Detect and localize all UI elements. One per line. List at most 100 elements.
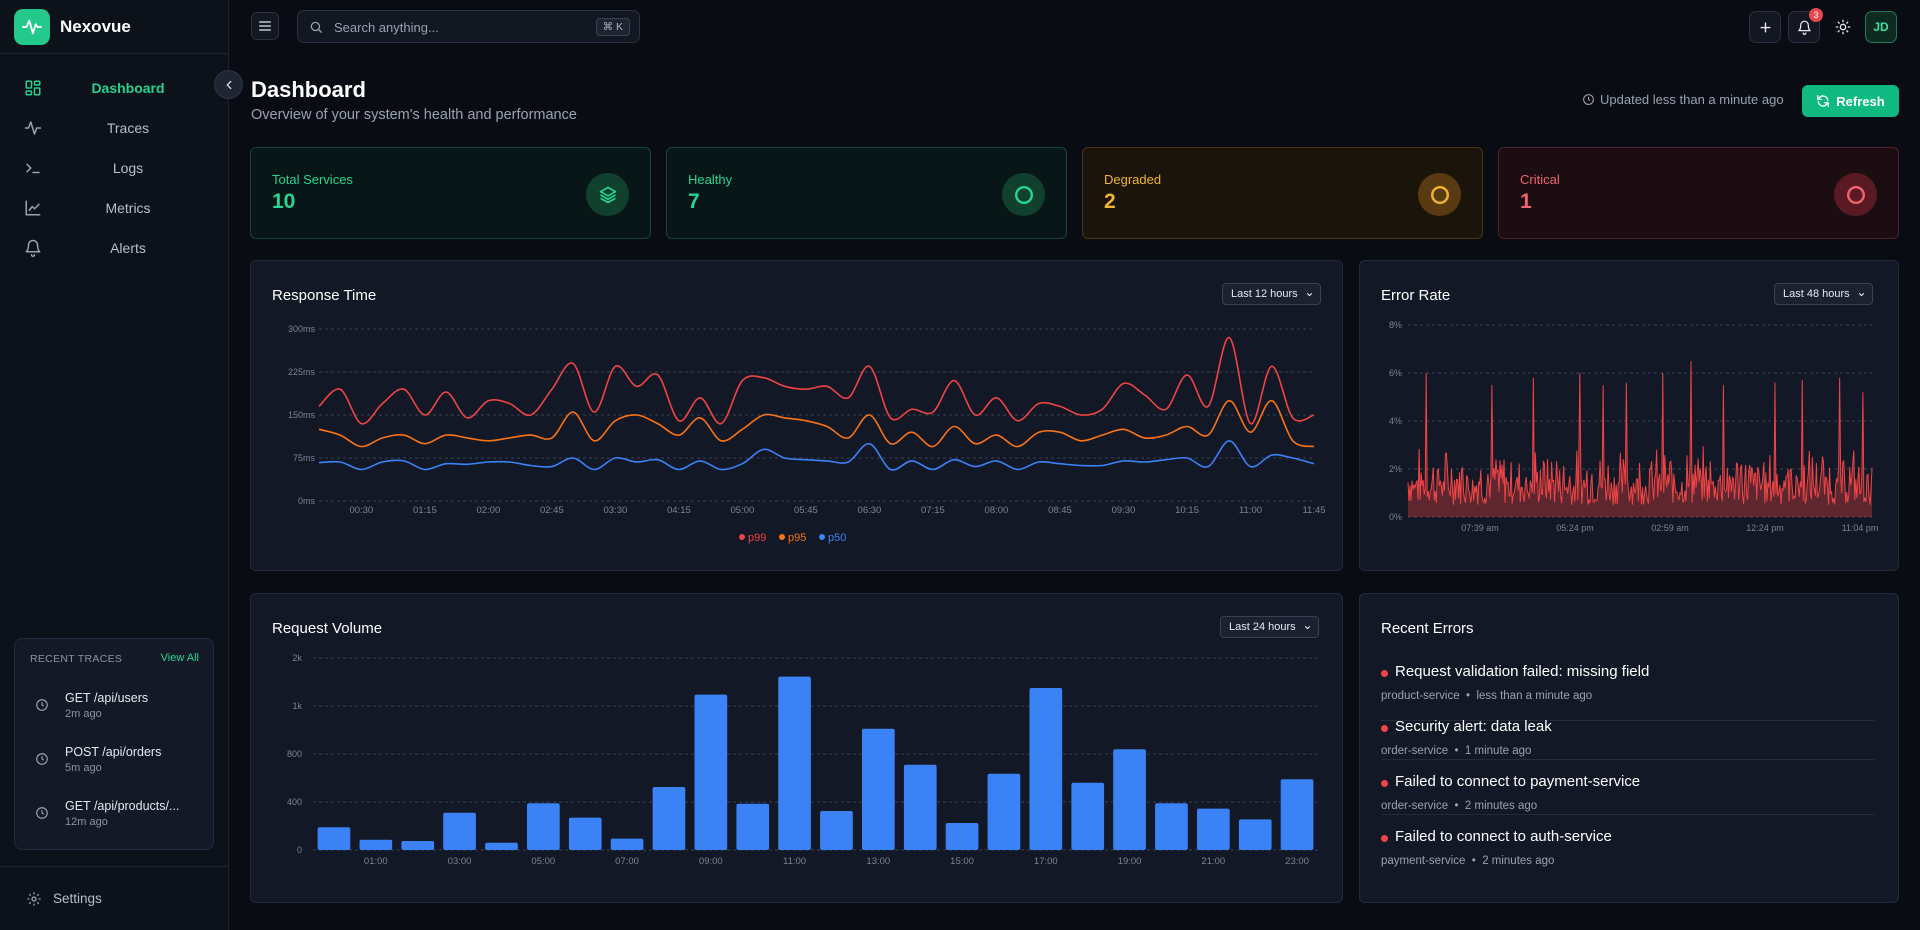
response-time-chart[interactable]: 0ms 75ms 150ms 225ms 300ms 00:30 01:15 02:00 02:… — [251, 261, 1344, 572]
bar — [1029, 688, 1063, 850]
error-list-item[interactable]: Security alert: data leak order-service … — [1381, 715, 1875, 770]
error-rate-chart[interactable]: 0% 2% 4% 6% 8% 07:39 am 05:24 pm 02:59 am 12:24 … — [1360, 261, 1900, 572]
x-tick-label: 09:00 — [699, 856, 723, 867]
y-tick-label: 225ms — [288, 367, 316, 377]
add-button[interactable] — [1749, 11, 1781, 43]
error-meta: order-service • 1 minute ago — [1381, 745, 1532, 757]
error-title: Failed to connect to payment-service — [1395, 773, 1641, 790]
legend-marker — [819, 534, 825, 540]
bar — [527, 803, 560, 850]
trace-time: 2m ago — [65, 708, 102, 720]
sidebar-item-traces[interactable]: Traces — [0, 108, 229, 148]
refresh-button[interactable]: Refresh — [1802, 85, 1899, 117]
stat-card-critical[interactable]: Critical 1 — [1498, 147, 1899, 239]
bar — [945, 823, 979, 850]
search-shortcut: ⌘ K — [595, 18, 630, 36]
avatar[interactable]: JD — [1865, 11, 1897, 43]
x-tick-label: 05:00 — [531, 856, 555, 867]
x-tick-label: 05:00 — [731, 505, 755, 516]
bar — [1155, 803, 1188, 850]
x-tick-label: 03:30 — [603, 505, 627, 516]
sidebar-nav: Dashboard Traces Logs Metrics Alerts — [0, 68, 229, 268]
x-tick-label: 07:00 — [615, 856, 639, 867]
request-volume-chart[interactable]: 0 400 800 1k 2k 01:00 03:00 05:00 07:00 09:00 11:0… — [251, 594, 1344, 904]
stat-card-total-services[interactable]: Total Services 10 — [250, 147, 651, 239]
bar — [652, 787, 686, 850]
x-tick-label: 05:45 — [794, 505, 818, 516]
recent-trace-item[interactable]: GET /api/users 2m ago — [23, 687, 207, 731]
response-time-range-select[interactable]: Last 12 hours — [1222, 283, 1321, 305]
bar — [1238, 819, 1272, 850]
sidebar-item-dashboard[interactable]: Dashboard — [0, 68, 229, 108]
error-rate-range-select[interactable]: Last 48 hours — [1774, 283, 1873, 305]
x-tick-label: 02:59 am — [1651, 523, 1689, 533]
x-tick-label: 13:00 — [866, 856, 890, 867]
range-label: Last 24 hours — [1229, 621, 1296, 633]
stat-label: Healthy — [688, 172, 733, 187]
stat-card-healthy[interactable]: Healthy 7 — [666, 147, 1067, 239]
last-updated: Updated less than a minute ago — [1582, 92, 1784, 107]
bar — [485, 842, 518, 850]
chevron-left-icon — [225, 80, 231, 89]
legend-marker — [779, 534, 785, 540]
y-tick-label: 4% — [1389, 416, 1402, 426]
trace-time: 12m ago — [65, 816, 108, 828]
request-volume-panel: Request Volume Last 24 hours 0 400 800 1k 2k… — [250, 593, 1343, 903]
bar — [610, 838, 644, 850]
x-tick-label: 09:30 — [1112, 505, 1136, 516]
bar — [694, 694, 728, 850]
bar — [359, 839, 393, 850]
x-tick-label: 21:00 — [1201, 856, 1225, 867]
request-volume-range-select[interactable]: Last 24 hours — [1220, 616, 1319, 638]
x-tick-label: 02:00 — [476, 505, 500, 516]
error-list-item[interactable]: Failed to connect to auth-service paymen… — [1381, 825, 1875, 880]
sidebar-item-alerts[interactable]: Alerts — [0, 228, 229, 268]
brand[interactable]: Nexovue — [0, 0, 229, 54]
x-tick-label: 05:24 pm — [1556, 523, 1594, 533]
recent-trace-item[interactable]: POST /api/orders 5m ago — [23, 741, 207, 785]
error-rate-line — [1407, 360, 1873, 506]
sidebar-item-label: Alerts — [110, 240, 146, 256]
x-tick-label: 07:15 — [921, 505, 945, 516]
error-service: product-service — [1381, 690, 1460, 702]
theme-toggle-button[interactable] — [1827, 11, 1859, 43]
stat-value: 2 — [1104, 190, 1116, 213]
activity-icon — [24, 121, 42, 135]
error-meta: payment-service • 2 minutes ago — [1381, 855, 1555, 867]
recent-trace-item[interactable]: GET /api/products/... 12m ago — [23, 795, 207, 839]
settings-link[interactable]: Settings — [0, 866, 229, 930]
collapse-sidebar-button[interactable] — [214, 70, 243, 99]
series-line-p50 — [318, 439, 1315, 471]
error-list-item[interactable]: Request validation failed: missing field… — [1381, 660, 1875, 715]
x-tick-label: 00:30 — [349, 505, 373, 516]
refresh-label: Refresh — [1836, 93, 1885, 109]
sidebar-item-logs[interactable]: Logs — [0, 148, 229, 188]
error-service: order-service — [1381, 800, 1449, 812]
y-tick-label: 1k — [292, 701, 302, 711]
stat-card-degraded[interactable]: Degraded 2 — [1082, 147, 1483, 239]
bar — [903, 764, 937, 850]
status-circle-icon — [1418, 173, 1461, 216]
bar — [862, 728, 895, 850]
bell-icon — [25, 239, 41, 257]
notifications-button[interactable]: 3 — [1788, 8, 1823, 43]
bar — [1197, 808, 1230, 850]
sidebar-item-metrics[interactable]: Metrics — [0, 188, 229, 228]
search-input[interactable] — [334, 18, 574, 36]
error-service: order-service — [1381, 745, 1449, 757]
range-label: Last 12 hours — [1231, 288, 1298, 300]
error-dot — [1381, 780, 1388, 787]
error-time: 2 minutes ago — [1464, 800, 1538, 812]
error-service: payment-service — [1381, 855, 1466, 867]
y-tick-label: 800 — [287, 749, 302, 759]
view-all-link[interactable]: View All — [160, 652, 199, 664]
x-tick-label: 12:24 pm — [1746, 523, 1784, 533]
menu-button[interactable] — [251, 12, 279, 40]
y-tick-label: 0% — [1389, 512, 1402, 522]
stat-value: 10 — [272, 190, 296, 213]
layers-icon — [586, 173, 629, 216]
recent-errors-panel: Recent Errors Request validation failed:… — [1359, 593, 1899, 903]
pulse-icon — [14, 8, 50, 45]
error-list-item[interactable]: Failed to connect to payment-service ord… — [1381, 770, 1875, 825]
search-box[interactable]: ⌘ K — [297, 10, 640, 43]
